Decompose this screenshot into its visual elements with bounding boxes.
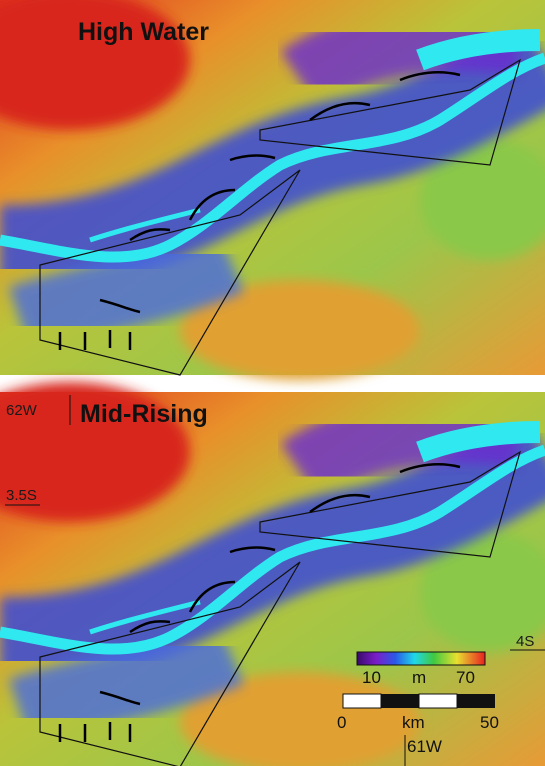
scalebar	[343, 694, 495, 708]
colorbar-label: m	[412, 668, 426, 687]
scalebar-label: 50	[480, 713, 499, 732]
panel-title: High Water	[78, 18, 209, 46]
map-panel	[0, 0, 545, 380]
coordinate-label: 61W	[407, 737, 442, 756]
colorbar	[357, 652, 485, 665]
colorbar-label: 10	[362, 668, 381, 687]
coordinate-label: 3.5S	[6, 487, 37, 504]
coordinate-label: 62W	[6, 402, 38, 419]
coordinate-label: 4S	[516, 633, 534, 650]
panel-title: Mid-Rising	[80, 400, 208, 428]
scalebar-label: 0	[337, 713, 346, 732]
scalebar-label: km	[402, 713, 425, 732]
map-panel	[0, 382, 545, 766]
map-figure: High Water Mid-Rising 62W 3.5S 4S 61W 10…	[0, 0, 545, 766]
page: High Water Mid-Rising 62W 3.5S 4S 61W 10…	[0, 0, 545, 766]
colorbar-label: 70	[456, 668, 475, 687]
